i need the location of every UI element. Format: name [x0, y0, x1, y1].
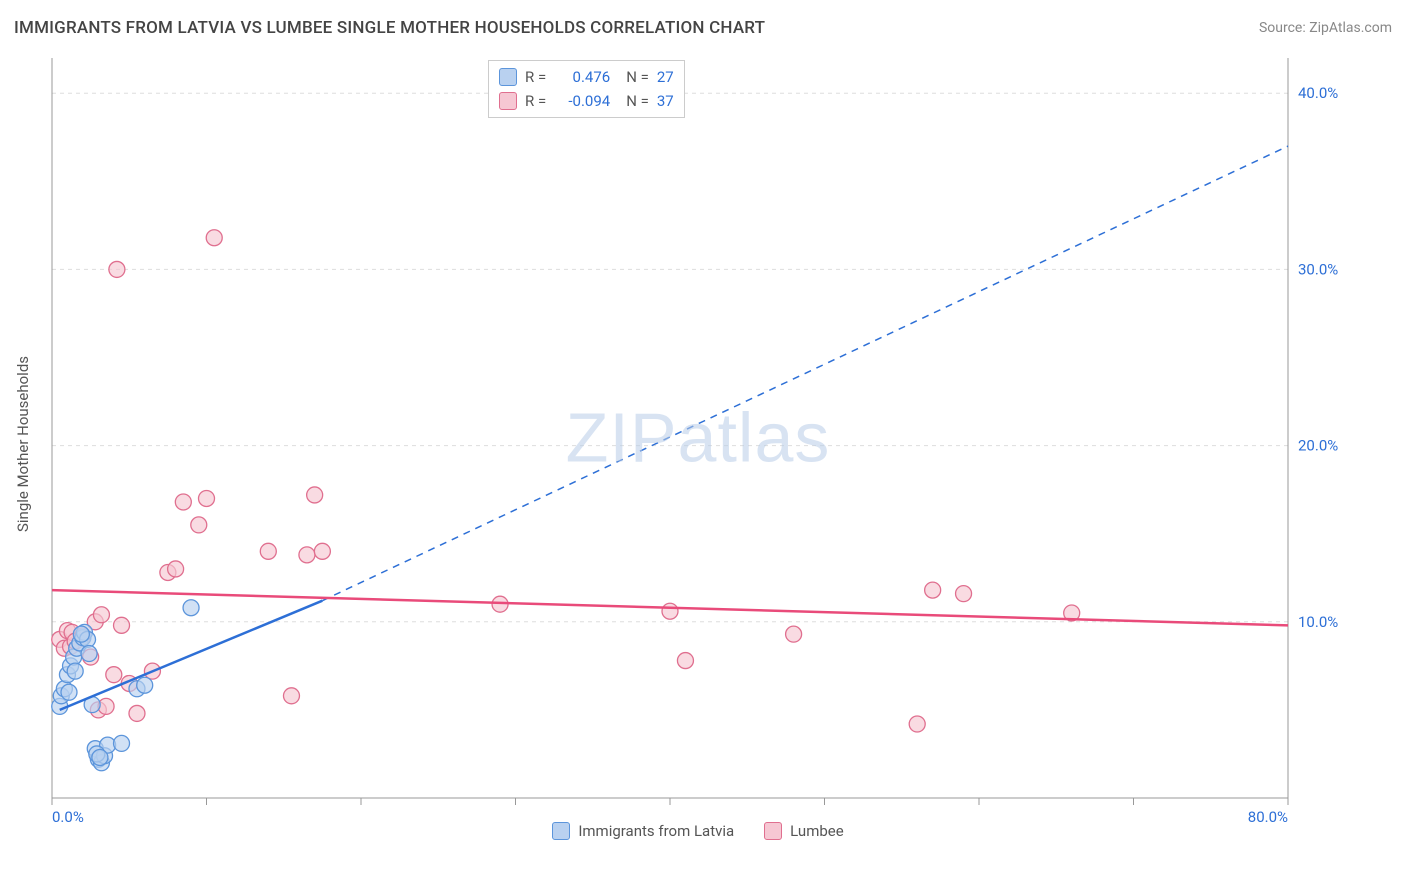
stats-row-b: R = -0.094 N = 37	[499, 89, 674, 113]
legend-item-b: Lumbee	[764, 822, 844, 840]
svg-text:40.0%: 40.0%	[1298, 84, 1338, 102]
swatch-series-b	[764, 822, 782, 840]
swatch-series-b	[499, 92, 517, 110]
series-b-name: Lumbee	[790, 822, 844, 840]
svg-text:10.0%: 10.0%	[1298, 613, 1338, 631]
n-label: N =	[626, 68, 649, 86]
r-value-a: 0.476	[554, 68, 610, 86]
n-value-b: 37	[657, 92, 674, 110]
swatch-series-a	[499, 68, 517, 86]
y-axis-label-container: Single Mother Households	[8, 54, 38, 834]
n-value-a: 27	[657, 68, 674, 86]
header: IMMIGRANTS FROM LATVIA VS LUMBEE SINGLE …	[14, 18, 1392, 38]
swatch-series-a	[552, 822, 570, 840]
plot-area: ZIPatlas 10.0%20.0%30.0%40.0%0.0%80.0% R…	[48, 54, 1348, 834]
source-label: Source: ZipAtlas.com	[1259, 20, 1392, 36]
series-legend: Immigrants from Latvia Lumbee	[48, 822, 1348, 840]
series-a-name: Immigrants from Latvia	[578, 822, 734, 840]
chart-svg: 10.0%20.0%30.0%40.0%0.0%80.0%	[48, 54, 1348, 834]
legend-item-a: Immigrants from Latvia	[552, 822, 734, 840]
n-label: N =	[626, 92, 649, 110]
r-value-b: -0.094	[554, 92, 610, 110]
y-axis-label: Single Mother Households	[14, 356, 32, 532]
stats-row-a: R = 0.476 N = 27	[499, 65, 674, 89]
svg-text:30.0%: 30.0%	[1298, 260, 1338, 278]
r-label: R =	[525, 68, 546, 86]
chart-title: IMMIGRANTS FROM LATVIA VS LUMBEE SINGLE …	[14, 18, 765, 38]
svg-text:20.0%: 20.0%	[1298, 437, 1338, 455]
stats-legend: R = 0.476 N = 27 R = -0.094 N = 37	[488, 60, 685, 118]
r-label: R =	[525, 92, 546, 110]
